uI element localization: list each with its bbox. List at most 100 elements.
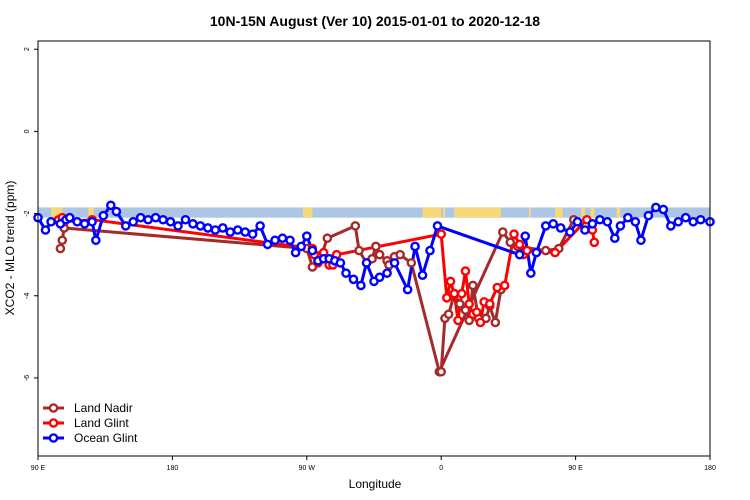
y-tick-label: -2 <box>24 210 31 216</box>
land-glint-point <box>475 317 486 328</box>
ocean-glint-point <box>158 214 168 225</box>
ocean-glint-point <box>548 219 559 229</box>
land-glint-point <box>492 282 503 293</box>
ocean-glint-point <box>520 231 531 241</box>
legend-marker-land-nadir <box>48 403 59 413</box>
land-nadir-line <box>58 219 576 374</box>
ocean-glint-point <box>643 210 654 221</box>
land-nadir-point <box>374 249 385 260</box>
land-glint-point <box>499 280 510 291</box>
ocean-glint-point <box>615 221 626 231</box>
ocean-glint-point <box>658 204 669 215</box>
ocean-glint-point <box>188 219 198 229</box>
land-segment <box>443 207 445 218</box>
land-glint-point <box>453 315 463 326</box>
land-glint-point <box>484 299 495 309</box>
y-tick-label: 2 <box>24 47 31 51</box>
ocean-glint-point <box>587 219 598 229</box>
y-tick-label: -4 <box>24 293 31 299</box>
land-nadir-point <box>406 258 417 268</box>
land-segment <box>555 207 563 218</box>
land-glint-point <box>522 245 532 256</box>
ocean-glint-point <box>526 268 536 278</box>
ocean-glint-point <box>382 268 392 278</box>
legend-marker-land-glint <box>48 418 59 428</box>
chart-title: 10N-15N August (Ver 10) 2015-01-01 to 20… <box>210 13 540 29</box>
land-nadir-point <box>371 241 381 252</box>
land-segment <box>528 207 531 218</box>
ocean-glint-point <box>111 206 122 217</box>
land-glint-point <box>456 288 467 299</box>
ocean-glint-point <box>301 231 312 241</box>
ocean-glint-point <box>277 233 288 244</box>
ocean-glint-point <box>307 245 318 256</box>
land-nadir-point <box>490 317 501 328</box>
land-nadir-point <box>497 227 508 237</box>
land-glint-point <box>514 239 525 250</box>
ocean-glint-point <box>165 216 176 227</box>
y-axis: 2 0 -2 -4 -6 <box>24 47 38 381</box>
land-nadir-point <box>455 299 465 309</box>
y-axis-label: XCO2 - MLO trend (ppm) <box>3 181 17 316</box>
land-segment <box>51 207 63 218</box>
land-nadir-point <box>540 245 551 256</box>
y-tick-label: -6 <box>24 375 31 381</box>
ocean-glint-point <box>410 241 420 252</box>
ocean-glint-point <box>680 212 691 223</box>
x-tick-label: 90 E <box>31 465 46 472</box>
land-glint-point <box>449 288 460 299</box>
land-nadir-point <box>505 237 516 248</box>
plot-frame <box>37 40 711 457</box>
land-segment <box>303 207 313 218</box>
ocean-glint-point <box>356 280 366 291</box>
land-segment <box>616 207 621 218</box>
legend-label-land-nadir: Land Nadir <box>74 401 133 415</box>
ocean-glint-point <box>651 202 661 213</box>
land-ocean-band <box>38 207 710 218</box>
land-nadir-point <box>395 249 405 260</box>
ocean-glint-point <box>531 247 542 258</box>
ocean-glint-point <box>120 221 131 231</box>
ocean-glint-point <box>91 235 101 246</box>
ocean-glint-point <box>610 233 620 244</box>
land-segment <box>590 207 595 218</box>
land-segment <box>454 207 501 218</box>
x-tick-label: 90 E <box>568 465 583 472</box>
x-tick-label: 180 <box>704 465 716 472</box>
land-glint-point <box>550 247 560 258</box>
ocean-glint-point <box>555 223 566 233</box>
land-nadir-point <box>57 235 68 246</box>
ocean-glint-point <box>514 249 525 260</box>
ocean-glint-point <box>348 274 359 285</box>
land-nadir-point <box>443 309 454 320</box>
ocean-glint-point <box>46 216 56 227</box>
ocean-glint-point <box>402 284 413 295</box>
ocean-glint-point <box>417 270 428 281</box>
x-axis-label: Longitude <box>349 477 402 491</box>
y-tick-label: 0 <box>24 129 31 133</box>
land-glint-point <box>464 299 475 309</box>
ocean-glint-point <box>630 216 641 227</box>
legend-label-ocean-glint: Ocean Glint <box>74 431 138 445</box>
ocean-glint-point <box>425 245 435 256</box>
land-nadir-point <box>354 245 364 256</box>
land-glint-point <box>589 237 600 248</box>
ocean-glint-point <box>432 221 443 231</box>
land-glint-point <box>441 293 452 303</box>
land-glint-point <box>471 307 482 317</box>
land-glint-point <box>509 229 519 239</box>
ocean-glint-point <box>540 221 551 231</box>
ocean-glint-point <box>40 225 51 235</box>
ocean-glint-point <box>240 227 250 237</box>
ocean-glint-point <box>180 214 191 225</box>
ocean-glint-point <box>341 268 351 278</box>
legend-marker-ocean-glint <box>48 433 59 443</box>
ocean-glint-point <box>602 216 613 227</box>
ocean-glint-point <box>98 210 109 221</box>
ocean-glint-point <box>247 229 258 239</box>
ocean-glint-point <box>285 235 295 246</box>
land-segment <box>422 207 442 218</box>
legend-label-land-glint: Land Glint <box>74 416 129 430</box>
ocean-glint-point <box>374 272 385 283</box>
